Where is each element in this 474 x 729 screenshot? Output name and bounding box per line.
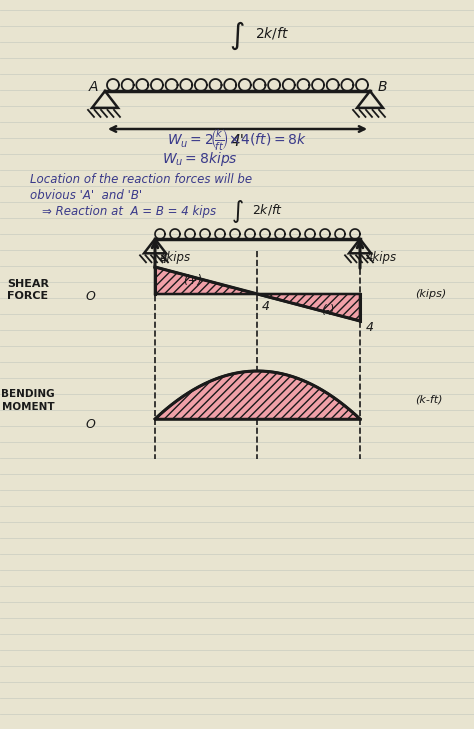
Text: FORCE: FORCE: [8, 291, 48, 301]
Text: BENDING: BENDING: [1, 389, 55, 399]
Text: 4: 4: [366, 321, 374, 333]
Text: 4: 4: [262, 300, 270, 313]
Text: 4': 4': [230, 133, 245, 149]
Text: $\int$: $\int$: [229, 20, 245, 52]
Text: $2k/ft$: $2k/ft$: [255, 25, 289, 41]
Text: 4kips: 4kips: [366, 251, 397, 263]
Text: MOMENT: MOMENT: [2, 402, 55, 412]
Text: obvious 'A'  and 'B': obvious 'A' and 'B': [30, 189, 142, 201]
Text: (+): (+): [183, 273, 202, 286]
Text: 4kips: 4kips: [160, 251, 191, 263]
Text: (kips): (kips): [415, 289, 446, 299]
Text: A: A: [88, 80, 98, 94]
Text: $W_u = 2\!\left(\!\frac{k}{ft}\!\right)\!\times\!4(ft) = 8k$: $W_u = 2\!\left(\!\frac{k}{ft}\!\right)\…: [167, 126, 307, 152]
Text: $\int$: $\int$: [230, 198, 244, 225]
Text: O: O: [85, 418, 95, 431]
Text: B: B: [377, 80, 387, 94]
Text: $2k/ft$: $2k/ft$: [252, 201, 283, 217]
Text: O: O: [85, 289, 95, 303]
Text: (k-ft): (k-ft): [415, 394, 443, 404]
Polygon shape: [257, 294, 360, 321]
Text: ⇒ Reaction at  A = B = 4 kips: ⇒ Reaction at A = B = 4 kips: [42, 205, 216, 217]
Polygon shape: [155, 371, 360, 419]
Text: $W_u = 8kips$: $W_u = 8kips$: [162, 150, 238, 168]
Text: Location of the reaction forces will be: Location of the reaction forces will be: [30, 173, 252, 185]
Polygon shape: [155, 267, 257, 294]
Text: SHEAR: SHEAR: [7, 279, 49, 289]
Text: (-): (-): [321, 303, 335, 316]
Text: 4: 4: [160, 252, 168, 265]
